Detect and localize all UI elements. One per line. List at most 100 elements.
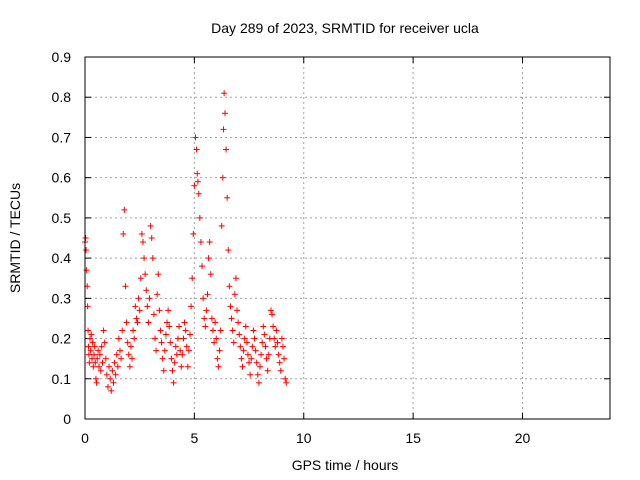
data-point	[223, 146, 230, 153]
data-point	[208, 315, 215, 322]
data-point	[83, 247, 90, 254]
data-point	[136, 307, 143, 314]
data-point	[98, 343, 105, 350]
data-point	[219, 174, 226, 181]
data-point	[241, 335, 248, 342]
data-point	[265, 351, 272, 358]
data-point	[134, 319, 141, 326]
data-point	[226, 283, 233, 290]
data-point	[281, 355, 288, 362]
data-point	[248, 355, 255, 362]
data-point	[138, 230, 145, 237]
data-point	[143, 287, 150, 294]
data-point	[194, 178, 201, 185]
data-point	[141, 255, 148, 262]
data-point	[252, 347, 259, 354]
data-point	[217, 327, 224, 334]
data-point	[155, 271, 162, 278]
data-point	[185, 347, 192, 354]
data-point	[93, 379, 100, 386]
data-point	[87, 347, 94, 354]
data-point	[222, 110, 228, 117]
data-point	[160, 367, 167, 374]
data-point	[214, 355, 221, 362]
data-point	[278, 335, 285, 342]
data-point	[95, 347, 102, 354]
y-tick-label: 0.6	[52, 170, 72, 186]
data-point	[113, 351, 120, 358]
data-point	[133, 315, 140, 322]
data-point	[234, 307, 241, 314]
data-point	[154, 291, 161, 298]
data-point	[87, 335, 94, 342]
data-point	[238, 355, 245, 362]
data-point	[193, 146, 200, 153]
y-tick-labels: 0 0.1 0.2 0.3 0.4 0.5 0.6 0.7 0.8 0.9	[52, 49, 72, 427]
data-point	[112, 371, 119, 378]
data-point	[89, 339, 96, 346]
data-point	[164, 319, 171, 326]
data-point	[130, 327, 137, 334]
data-point	[207, 271, 214, 278]
data-point	[271, 335, 278, 342]
data-point	[145, 319, 152, 326]
data-point	[204, 291, 211, 298]
data-point	[235, 319, 242, 326]
grid-lines	[85, 57, 610, 419]
data-point	[178, 363, 185, 370]
data-point	[147, 222, 154, 229]
data-point	[86, 359, 93, 366]
data-point	[211, 339, 218, 346]
data-point	[124, 339, 131, 346]
y-tick-label: 0.9	[52, 49, 72, 65]
data-point	[239, 363, 246, 370]
data-point	[103, 371, 110, 378]
data-point	[180, 335, 187, 342]
data-point	[206, 239, 213, 246]
data-point	[255, 379, 262, 386]
x-tick-label: 20	[515, 430, 531, 446]
data-point	[187, 331, 193, 338]
data-point	[201, 315, 208, 322]
data-point	[97, 367, 104, 374]
data-point	[119, 327, 126, 334]
data-point	[194, 170, 201, 177]
data-point	[82, 235, 89, 241]
data-point	[258, 351, 265, 358]
data-point	[190, 230, 197, 237]
data-point	[162, 331, 169, 338]
data-point	[232, 275, 239, 282]
data-point	[156, 307, 163, 314]
data-point	[262, 343, 269, 350]
data-point	[118, 355, 125, 362]
data-point	[167, 339, 174, 346]
data-point	[83, 267, 90, 274]
data-point	[276, 359, 283, 366]
data-point	[202, 323, 209, 330]
data-point	[242, 323, 249, 330]
data-point	[244, 351, 251, 358]
data-point	[142, 271, 149, 278]
data-point	[203, 307, 210, 314]
data-point	[127, 343, 134, 350]
data-point	[220, 126, 227, 133]
data-point	[283, 379, 290, 386]
data-point	[209, 327, 216, 334]
data-point	[158, 339, 165, 346]
data-point	[110, 379, 117, 386]
data-point	[225, 247, 232, 254]
data-point	[197, 239, 204, 246]
data-point	[263, 355, 270, 362]
data-point	[212, 319, 219, 326]
y-tick-label: 0.3	[52, 290, 72, 306]
data-point	[123, 319, 130, 326]
data-point	[88, 331, 95, 338]
data-point	[229, 327, 236, 334]
data-point	[237, 343, 244, 350]
data-point	[89, 355, 95, 362]
data-point	[250, 327, 257, 334]
data-point	[170, 379, 177, 386]
data-point	[260, 323, 267, 330]
data-point	[267, 307, 274, 314]
data-point	[85, 327, 92, 334]
